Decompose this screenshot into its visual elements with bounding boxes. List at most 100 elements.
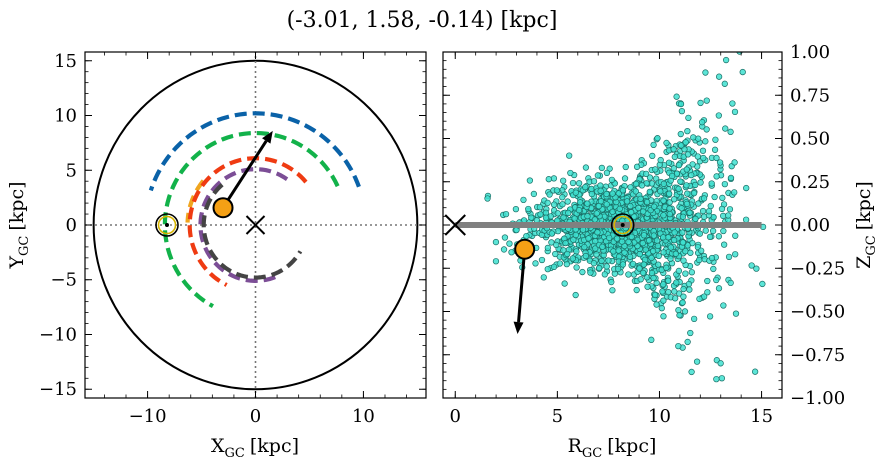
left-ytick-label: 0 — [66, 215, 77, 236]
star-point — [667, 255, 674, 262]
star-point — [596, 264, 603, 272]
star-point — [613, 235, 621, 242]
left-velocity-arrow-head — [262, 130, 273, 144]
star-point — [743, 184, 750, 192]
star-point — [680, 293, 687, 300]
star-point — [729, 100, 736, 107]
star-point — [683, 200, 691, 208]
star-point — [678, 107, 686, 115]
star-point — [717, 360, 724, 367]
star-point — [632, 180, 640, 188]
star-point — [636, 251, 643, 258]
left-xtick-label: 0 — [250, 406, 261, 427]
star-point — [638, 182, 646, 189]
star-point — [572, 231, 579, 239]
star-point — [502, 210, 510, 218]
star-point — [660, 281, 667, 288]
right-xtick-label: 0 — [450, 406, 461, 427]
star-point — [666, 190, 673, 197]
star-point — [564, 198, 571, 205]
star-point — [748, 262, 755, 269]
star-point — [654, 242, 662, 250]
left-ytick-label: 5 — [66, 160, 77, 181]
right-ytick-label: 1.00 — [790, 42, 830, 63]
star-point — [650, 203, 658, 210]
spiral-arm — [187, 156, 308, 287]
star-point — [684, 190, 691, 197]
star-point — [653, 237, 661, 244]
left-ylabel: YGC[kpc] — [6, 181, 32, 269]
star-point — [649, 152, 656, 160]
star-point — [666, 199, 673, 206]
star-point — [508, 249, 515, 256]
star-point — [654, 135, 661, 142]
star-point — [719, 194, 726, 202]
star-point — [700, 154, 707, 162]
star-point — [684, 128, 691, 135]
star-point — [619, 187, 627, 194]
star-point — [663, 139, 670, 147]
star-point — [595, 202, 603, 210]
star-point — [606, 234, 613, 242]
star-point — [710, 265, 717, 273]
star-point — [686, 286, 693, 293]
spiral-arm — [148, 111, 361, 192]
right-ylabel: ZGC[kpc] — [853, 181, 879, 269]
star-point — [537, 211, 544, 218]
star-point — [690, 190, 698, 197]
spiral-arm — [162, 130, 340, 309]
right-xtick-label: 15 — [750, 406, 773, 427]
star-point — [716, 159, 724, 166]
right-ytick-label: −0.25 — [790, 258, 845, 279]
star-point — [544, 199, 551, 207]
star-point — [731, 189, 738, 196]
star-point — [573, 264, 580, 271]
star-point — [553, 187, 561, 194]
left-sun-outer-ring — [155, 213, 179, 237]
star-point — [722, 125, 729, 132]
star-point — [639, 208, 647, 215]
star-point — [659, 234, 667, 241]
star-point — [670, 146, 677, 153]
star-point — [542, 214, 550, 221]
star-point — [603, 190, 610, 198]
star-point — [593, 210, 600, 217]
star-point — [530, 190, 538, 198]
star-point — [560, 177, 567, 184]
star-point — [725, 212, 732, 219]
star-point — [500, 246, 508, 253]
star-point — [725, 253, 733, 261]
star-point — [660, 297, 667, 304]
star-point — [649, 248, 657, 255]
left-ytick-label: −10 — [39, 324, 77, 345]
star-point — [623, 198, 631, 205]
star-point — [682, 139, 689, 146]
right-ytick-label: −0.75 — [790, 345, 845, 366]
star-point — [715, 73, 723, 80]
star-point — [705, 208, 713, 215]
star-point — [621, 175, 629, 182]
star-point — [599, 243, 606, 250]
star-point — [677, 100, 685, 108]
star-point — [679, 239, 687, 246]
star-point — [559, 194, 566, 201]
star-point — [670, 237, 678, 244]
star-point — [720, 227, 727, 235]
star-point — [540, 274, 547, 281]
star-point — [657, 156, 664, 164]
star-point — [704, 277, 711, 285]
star-point — [706, 313, 714, 320]
star-point — [715, 233, 723, 240]
star-point — [711, 146, 719, 153]
star-point — [697, 99, 704, 107]
star-point — [673, 279, 680, 286]
star-point — [565, 209, 572, 217]
star-point — [696, 256, 703, 264]
star-point — [566, 152, 573, 159]
star-point — [704, 289, 711, 296]
right-velocity-arrow-head — [513, 321, 524, 334]
star-point — [610, 248, 617, 255]
star-point — [582, 164, 590, 171]
star-point — [709, 227, 717, 235]
star-point — [598, 164, 605, 172]
